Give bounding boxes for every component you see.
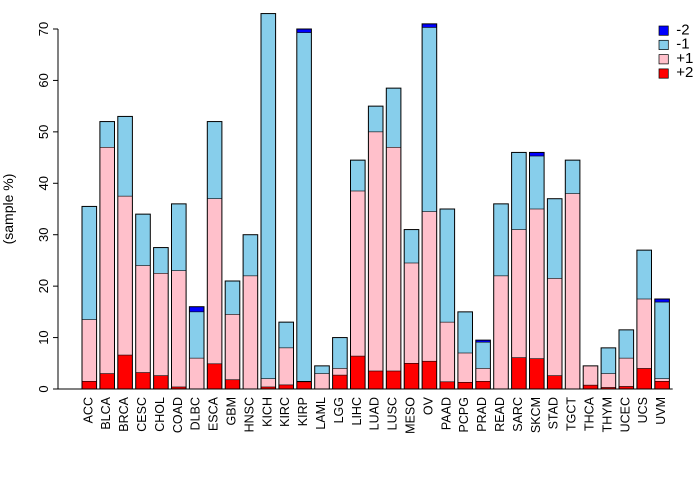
svg-text:SARC: SARC [511, 397, 525, 432]
svg-text:TGCT: TGCT [565, 397, 579, 431]
svg-text:0: 0 [36, 385, 51, 392]
svg-text:UCS: UCS [636, 397, 650, 423]
svg-text:SKCM: SKCM [529, 397, 543, 433]
svg-text:BRCA: BRCA [117, 396, 131, 431]
svg-text:LIHC: LIHC [350, 397, 364, 425]
svg-text:PRAD: PRAD [475, 397, 489, 432]
svg-text:THYM: THYM [600, 397, 614, 432]
svg-text:READ: READ [493, 397, 507, 432]
svg-text:50: 50 [36, 125, 51, 139]
svg-text:MESO: MESO [404, 397, 418, 434]
svg-text:GBM: GBM [225, 397, 239, 425]
svg-text:CESC: CESC [135, 397, 149, 432]
svg-text:LGG: LGG [332, 397, 346, 423]
svg-text:COAD: COAD [171, 397, 185, 433]
svg-text:(sample %): (sample %) [0, 174, 16, 245]
svg-text:20: 20 [36, 279, 51, 293]
svg-text:UCEC: UCEC [618, 397, 632, 432]
svg-text:PCPG: PCPG [457, 397, 471, 432]
svg-text:KIRP: KIRP [296, 397, 310, 426]
svg-text:CHOL: CHOL [153, 397, 167, 432]
svg-text:LUAD: LUAD [368, 397, 382, 430]
svg-text:BLCA: BLCA [99, 396, 113, 429]
svg-text:70: 70 [36, 22, 51, 36]
svg-text:LUSC: LUSC [386, 397, 400, 430]
svg-text:60: 60 [36, 73, 51, 87]
svg-text:30: 30 [36, 227, 51, 241]
svg-text:+2: +2 [676, 64, 693, 81]
svg-text:HNSC: HNSC [242, 397, 256, 432]
svg-text:LAML: LAML [314, 397, 328, 430]
svg-text:40: 40 [36, 176, 51, 190]
svg-text:PAAD: PAAD [439, 397, 453, 430]
svg-text:ACC: ACC [81, 397, 95, 423]
svg-text:10: 10 [36, 330, 51, 344]
svg-text:ESCA: ESCA [207, 396, 221, 431]
svg-text:KIRC: KIRC [278, 397, 292, 427]
svg-text:STAD: STAD [547, 397, 561, 429]
svg-text:THCA: THCA [583, 396, 597, 431]
svg-text:KICH: KICH [260, 397, 274, 427]
svg-text:DLBC: DLBC [189, 397, 203, 430]
svg-text:UVM: UVM [654, 397, 668, 425]
svg-text:OV: OV [421, 396, 435, 415]
